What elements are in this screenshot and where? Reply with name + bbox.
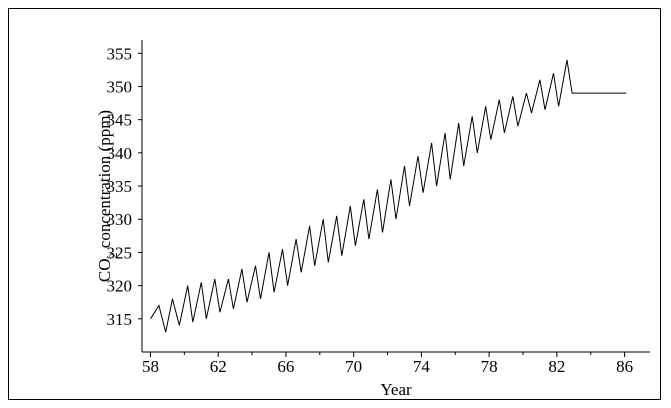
y-tick-label: 315 xyxy=(107,310,133,329)
x-tick-label: 58 xyxy=(142,357,159,376)
y-tick-label: 350 xyxy=(107,77,133,96)
x-tick-label: 74 xyxy=(413,357,431,376)
y-axis-title-subscript: 2 xyxy=(106,252,120,258)
x-tick-label: 70 xyxy=(345,357,362,376)
x-axis-title: Year xyxy=(380,380,412,399)
y-tick-label: 325 xyxy=(107,243,133,262)
x-tick-label: 66 xyxy=(277,357,294,376)
chart-frame xyxy=(8,8,661,400)
y-tick-label: 335 xyxy=(107,177,133,196)
x-tick-label: 82 xyxy=(548,357,565,376)
ticks: 315 320 325 330 335 340 345 350 355 58 62 66 70 74 78 8… xyxy=(107,44,634,376)
y-tick-label: 330 xyxy=(107,210,133,229)
y-axis-title-suffix: concentration (ppm) xyxy=(95,110,114,253)
axes xyxy=(141,40,650,353)
y-tick-label: 345 xyxy=(107,111,133,130)
y-axis-title-prefix: CO xyxy=(95,258,114,282)
x-tick-label: 86 xyxy=(616,357,633,376)
y-axis-title: CO2 concentration (ppm) xyxy=(95,110,120,282)
series-layer xyxy=(150,59,627,333)
x-tick-label: 78 xyxy=(481,357,498,376)
y-tick-label: 355 xyxy=(107,44,133,63)
y-tick-label: 340 xyxy=(107,144,133,163)
y-tick-label: 320 xyxy=(107,277,133,296)
series-line xyxy=(150,59,627,333)
x-tick-label: 62 xyxy=(210,357,227,376)
